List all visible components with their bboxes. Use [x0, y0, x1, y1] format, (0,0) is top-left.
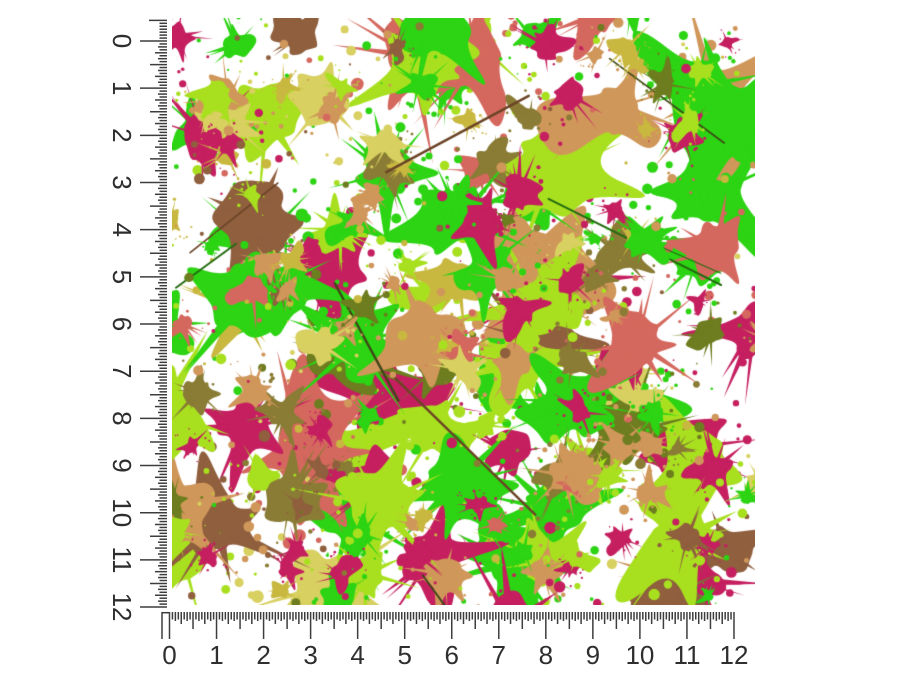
ruler-number: 0: [162, 640, 176, 670]
ruler-number: 4: [107, 222, 137, 236]
ruler-number: 11: [673, 640, 700, 670]
horizontal-ruler: 0 1 2 3 4 5 6 7 8 9 10 11 12: [161, 611, 749, 670]
ruler-number: 7: [107, 364, 137, 378]
ruler-number: 2: [107, 128, 137, 142]
ruler-number: 8: [539, 640, 553, 670]
ruler-number: 9: [586, 640, 600, 670]
ruler-number: 5: [397, 640, 411, 670]
ruler-number: 12: [720, 640, 749, 670]
ruler-number: 1: [209, 640, 223, 670]
ruler-number: 4: [350, 640, 364, 670]
ruler-number: 7: [492, 640, 506, 670]
splatter-pattern-canvas: [172, 18, 755, 605]
ruler-number: 10: [107, 498, 137, 527]
ruler-number: 2: [256, 640, 270, 670]
ruler-number: 11: [107, 546, 137, 573]
ruler-number: 1: [107, 81, 137, 95]
ruler-number: 12: [107, 593, 137, 622]
ruler-number: 8: [107, 411, 137, 425]
ruler-number: 5: [107, 270, 137, 284]
ruler-number: 0: [107, 34, 137, 48]
splatter-pattern-swatch: [172, 18, 755, 605]
ruler-number: 6: [107, 317, 137, 331]
ruler-number: 6: [445, 640, 459, 670]
ruler-number: 3: [107, 175, 137, 189]
ruler-number: 9: [107, 458, 137, 472]
ruler-number: 10: [625, 640, 654, 670]
ruler-number: 3: [303, 640, 317, 670]
